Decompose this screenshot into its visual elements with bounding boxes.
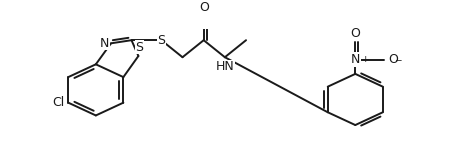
Text: N: N xyxy=(100,37,109,50)
Text: O: O xyxy=(350,27,360,40)
Text: −: − xyxy=(394,55,402,64)
Text: N: N xyxy=(351,53,360,66)
Text: S: S xyxy=(135,41,143,54)
Text: Cl: Cl xyxy=(52,96,64,109)
Text: HN: HN xyxy=(216,60,234,73)
Text: +: + xyxy=(361,55,369,64)
Text: O: O xyxy=(388,53,398,66)
Text: S: S xyxy=(157,34,165,47)
Text: O: O xyxy=(199,1,209,14)
